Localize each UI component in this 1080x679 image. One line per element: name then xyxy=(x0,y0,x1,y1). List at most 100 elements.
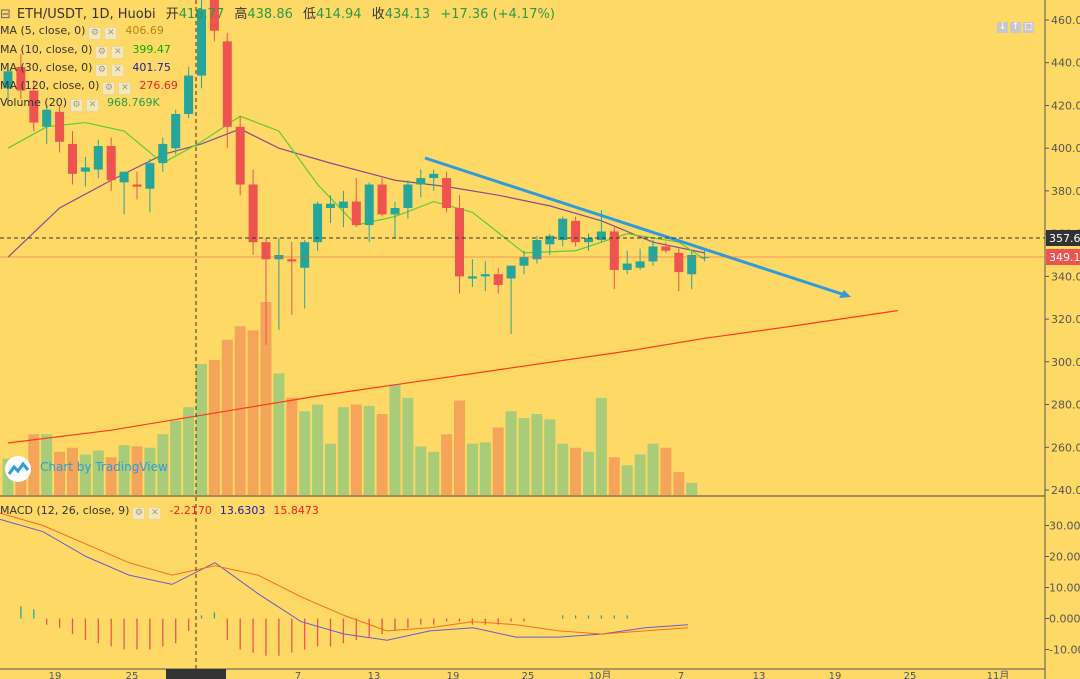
volume-bar xyxy=(273,373,285,495)
close-icon[interactable]: ✕ xyxy=(111,46,125,59)
volume-bar xyxy=(402,397,414,495)
candle-body xyxy=(648,246,658,262)
candle-body xyxy=(480,274,490,277)
volume-bar xyxy=(621,465,633,495)
candle-body xyxy=(635,261,645,268)
settings-icon[interactable]: ⚙ xyxy=(132,507,146,520)
open-value: 416.77 xyxy=(178,7,225,22)
volume-bar xyxy=(505,411,517,495)
candle-body xyxy=(493,274,503,285)
volume-bar xyxy=(131,446,143,495)
close-icon[interactable]: ✕ xyxy=(86,99,99,112)
candle-body xyxy=(248,184,258,243)
volume-bar xyxy=(208,360,220,495)
indicator-ma10[interactable]: MA (10, close, 0) ⚙ ✕ 399.47 xyxy=(0,43,171,59)
macd-tick-label: 20.0000 xyxy=(1049,551,1080,564)
time-tick-label: 25 xyxy=(126,671,139,679)
volume-bar xyxy=(647,443,659,495)
change-value: +17.36 (+4.17%) xyxy=(440,7,555,22)
volume-bar xyxy=(686,482,698,495)
close-icon[interactable]: ✕ xyxy=(111,64,125,77)
symbol-title: ETH/USDT, 1D, Huobi xyxy=(16,7,156,22)
macd-tick-label: -10.0000 xyxy=(1049,644,1080,657)
tradingview-link[interactable]: Chart by TradingView xyxy=(40,460,168,474)
candle-body xyxy=(209,0,219,31)
volume-bar xyxy=(170,420,182,495)
volume-bar xyxy=(312,404,324,495)
indicator-ma5[interactable]: MA (5, close, 0) ⚙ ✕ 406.69 xyxy=(0,24,164,40)
volume-bar xyxy=(557,443,569,495)
candle-body xyxy=(29,90,39,123)
move-up-icon[interactable]: ↑ xyxy=(1010,22,1021,33)
indicator-macd[interactable]: MACD (12, 26, close, 9) ⚙ ✕ -2.2170 13.6303 1… xyxy=(0,504,319,520)
candle-body xyxy=(596,231,606,241)
indicator-value: 399.47 xyxy=(132,43,171,56)
volume-bar xyxy=(337,407,349,495)
volume-bar xyxy=(531,414,543,495)
time-tick-label: 10月 xyxy=(589,670,612,679)
time-tick-label: 25 xyxy=(522,671,535,679)
trend-line[interactable] xyxy=(424,156,846,297)
volume-bar xyxy=(518,418,530,495)
candle-body xyxy=(519,257,529,266)
indicator-ma30[interactable]: MA (30, close, 0) ⚙ ✕ 401.75 xyxy=(0,61,171,77)
close-icon[interactable]: ✕ xyxy=(104,27,118,40)
macd-line xyxy=(0,518,689,641)
price-tick-label: 460.00 xyxy=(1051,14,1080,27)
close-value: 434.13 xyxy=(384,7,431,22)
tradingview-logo-icon[interactable] xyxy=(4,455,36,483)
settings-icon[interactable]: ⚙ xyxy=(88,27,102,40)
volume-bar xyxy=(415,446,427,495)
indicator-label: MA (5, close, 0) xyxy=(0,24,86,37)
indicator-label: Volume (20) xyxy=(0,96,67,109)
settings-icon[interactable]: ⚙ xyxy=(95,64,109,77)
candlesticks xyxy=(3,0,710,345)
candle-body xyxy=(364,184,374,226)
price-tick-label: 340.00 xyxy=(1051,270,1080,283)
candle-body xyxy=(235,126,245,185)
candle-body xyxy=(467,276,477,279)
time-tick-label: 7 xyxy=(295,671,301,679)
candle-body xyxy=(609,231,619,270)
macd-signal-value: 15.8473 xyxy=(273,504,319,517)
volume-bar xyxy=(389,384,401,495)
candle-body xyxy=(313,203,323,243)
time-tick-label: 13 xyxy=(753,671,766,679)
candle-body xyxy=(171,114,181,149)
indicator-value: 276.69 xyxy=(139,79,178,92)
symbol-icon: ⊟ xyxy=(0,7,11,22)
volume-bars xyxy=(2,301,698,495)
volume-bar xyxy=(608,457,620,495)
crosshair-date-badge xyxy=(166,669,226,679)
candle-body xyxy=(93,146,103,170)
volume-bar xyxy=(492,427,504,495)
volume-bar xyxy=(260,301,272,495)
move-down-icon[interactable]: ↓ xyxy=(997,22,1008,33)
maximize-icon[interactable]: □ xyxy=(1023,22,1034,33)
volume-bar xyxy=(583,451,594,495)
close-icon[interactable]: ✕ xyxy=(148,507,162,520)
time-tick-label: 19 xyxy=(49,671,62,679)
volume-bar xyxy=(466,443,478,495)
candle-body xyxy=(16,67,26,91)
volume-bar xyxy=(350,404,362,495)
indicator-label: MA (120, close, 0) xyxy=(0,79,100,92)
candle-body xyxy=(390,208,400,215)
candle-body xyxy=(661,246,671,251)
candle-body xyxy=(674,252,684,273)
candle-body xyxy=(416,178,426,185)
candle-body xyxy=(700,257,710,259)
indicator-ma120[interactable]: MA (120, close, 0) ⚙ ✕ 276.69 xyxy=(0,79,178,95)
price-tick-label: 280.00 xyxy=(1051,399,1080,412)
last-price-badge xyxy=(1046,249,1080,265)
volume-bar xyxy=(441,434,453,495)
candle-body xyxy=(3,71,13,89)
close-icon[interactable]: ✕ xyxy=(118,82,132,95)
settings-icon[interactable]: ⚙ xyxy=(102,82,116,95)
macd-axis[interactable]: 30.0000 20.0000 10.0000 0.0000 -10.0000 xyxy=(1045,520,1080,657)
settings-icon[interactable]: ⚙ xyxy=(70,99,83,112)
indicator-volume[interactable]: Volume (20) ⚙ ✕ 968.769K xyxy=(0,96,160,112)
settings-icon[interactable]: ⚙ xyxy=(95,46,109,59)
